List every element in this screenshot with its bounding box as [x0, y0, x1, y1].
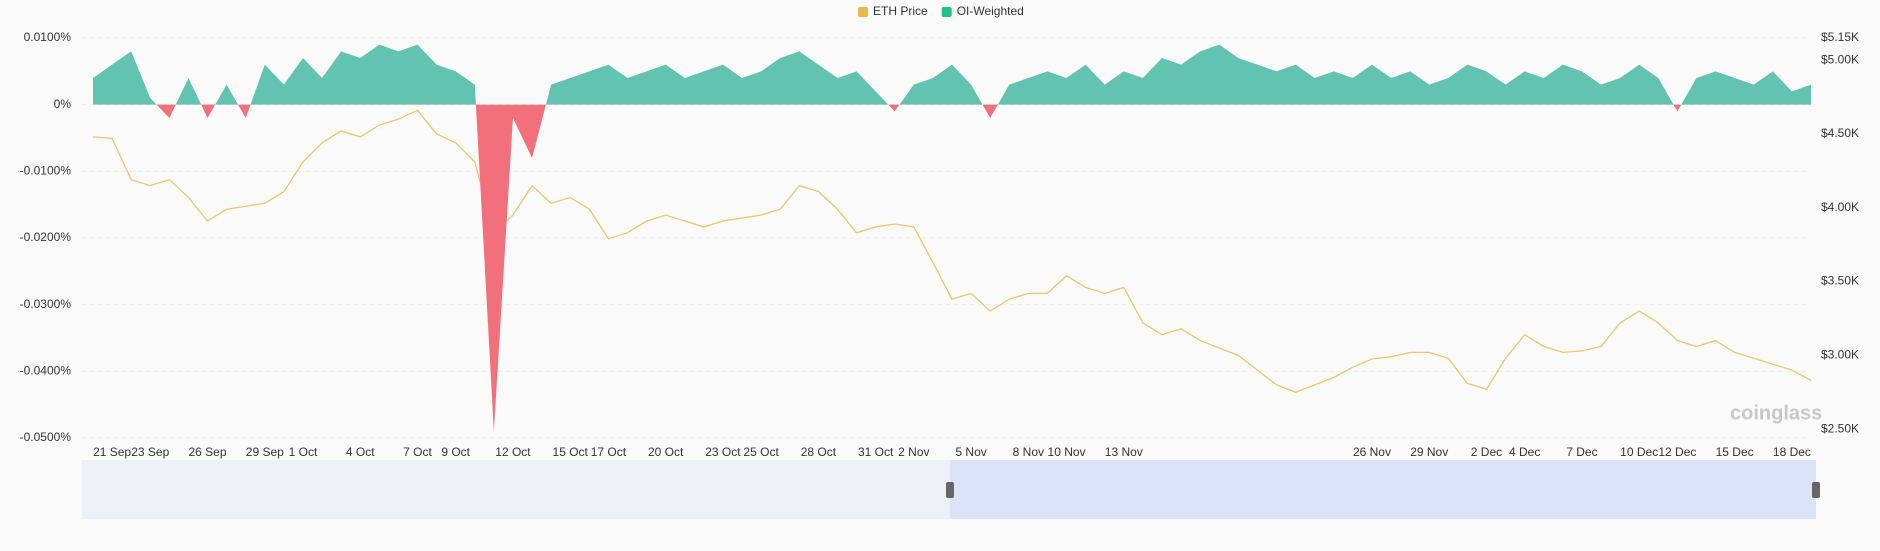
y2-tick-label: $5.15K [1821, 30, 1859, 44]
x-tick-label: 29 Nov [1410, 445, 1448, 459]
x-tick-label: 25 Oct [743, 445, 779, 459]
x-tick-label: 23 Sep [131, 445, 169, 459]
y-tick-label: -0.0300% [20, 297, 72, 311]
x-tick-label: 17 Oct [591, 445, 627, 459]
funding-area [93, 44, 1811, 432]
price-line [92, 109, 1812, 393]
x-tick-label: 15 Dec [1716, 445, 1754, 459]
legend-swatch [941, 7, 952, 17]
x-tick-label: 13 Nov [1105, 445, 1143, 459]
x-tick-label: 1 Oct [289, 445, 318, 459]
x-tick-label: 12 Dec [1658, 445, 1696, 459]
x-tick-label: 29 Sep [246, 445, 284, 459]
x-tick-label: 31 Oct [858, 445, 894, 459]
x-tick-label: 4 Dec [1509, 445, 1540, 459]
y-tick-label: -0.0100% [20, 164, 72, 178]
x-tick-label: 18 Dec [1773, 445, 1811, 459]
x-tick-label: 20 Oct [648, 445, 684, 459]
x-tick-label: 7 Dec [1566, 445, 1597, 459]
x-tick-label: 21 Sep [93, 445, 131, 459]
x-tick-label: 9 Oct [441, 445, 470, 459]
navigator-window[interactable] [950, 460, 1816, 519]
y2-tick-label: $5.00K [1821, 52, 1859, 66]
y-tick-label: 0.0100% [24, 30, 72, 44]
y2-tick-label: $3.00K [1821, 348, 1859, 362]
x-tick-label: 4 Oct [346, 445, 375, 459]
x-tick-label: 2 Dec [1471, 445, 1502, 459]
y-tick-label: 0% [54, 97, 72, 111]
y2-tick-label: $4.50K [1821, 126, 1859, 140]
navigator-handle[interactable] [1812, 482, 1820, 498]
x-tick-label: 12 Oct [495, 445, 531, 459]
x-tick-label: 5 Nov [955, 445, 986, 459]
legend-label: ETH Price [873, 4, 928, 18]
x-tick-label: 2 Nov [898, 445, 929, 459]
x-tick-label: 10 Dec [1620, 445, 1658, 459]
watermark: coinglass [1730, 402, 1822, 424]
x-tick-label: 7 Oct [403, 445, 432, 459]
y-tick-label: -0.0500% [20, 430, 72, 444]
x-tick-label: 8 Nov [1013, 445, 1044, 459]
legend-swatch [858, 7, 868, 17]
y2-tick-label: $3.50K [1821, 274, 1859, 288]
navigator-handle[interactable] [946, 482, 954, 498]
legend-label: OI-Weighted [957, 4, 1024, 18]
x-tick-label: 28 Oct [801, 445, 837, 459]
x-tick-label: 15 Oct [553, 445, 589, 459]
y-tick-label: -0.0400% [20, 364, 72, 378]
x-tick-label: 26 Nov [1353, 445, 1391, 459]
y-tick-label: -0.0200% [20, 230, 72, 244]
y2-tick-label: $2.50K [1821, 421, 1859, 435]
x-tick-label: 26 Sep [189, 445, 227, 459]
y2-tick-label: $4.00K [1821, 200, 1859, 214]
x-tick-label: 23 Oct [705, 445, 741, 459]
x-tick-label: 10 Nov [1048, 445, 1086, 459]
